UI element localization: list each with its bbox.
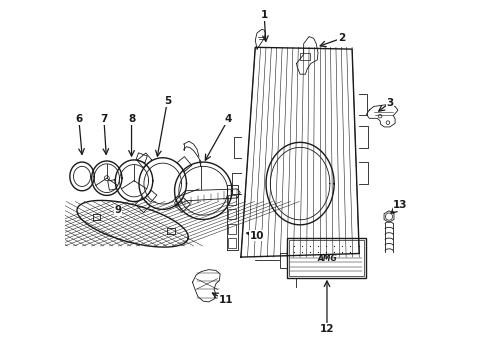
- Text: 5: 5: [163, 96, 171, 106]
- Text: 8: 8: [128, 114, 135, 124]
- Text: 11: 11: [218, 295, 233, 305]
- Text: AMG: AMG: [317, 254, 337, 263]
- Text: 1: 1: [260, 10, 267, 20]
- Text: 6: 6: [75, 114, 82, 124]
- Bar: [228, 210, 236, 220]
- Text: 12: 12: [319, 324, 333, 334]
- Text: 9: 9: [115, 206, 122, 216]
- Bar: [280, 253, 286, 267]
- Text: 13: 13: [392, 200, 407, 210]
- Bar: [228, 238, 236, 248]
- Text: 4: 4: [224, 114, 232, 124]
- Text: 10: 10: [249, 231, 264, 240]
- Text: 3: 3: [386, 98, 392, 108]
- Bar: [228, 195, 236, 205]
- Bar: [300, 53, 309, 60]
- Text: 2: 2: [337, 33, 344, 43]
- Bar: [228, 224, 236, 234]
- Bar: [288, 240, 363, 276]
- Bar: [286, 238, 365, 278]
- Text: 7: 7: [100, 114, 107, 124]
